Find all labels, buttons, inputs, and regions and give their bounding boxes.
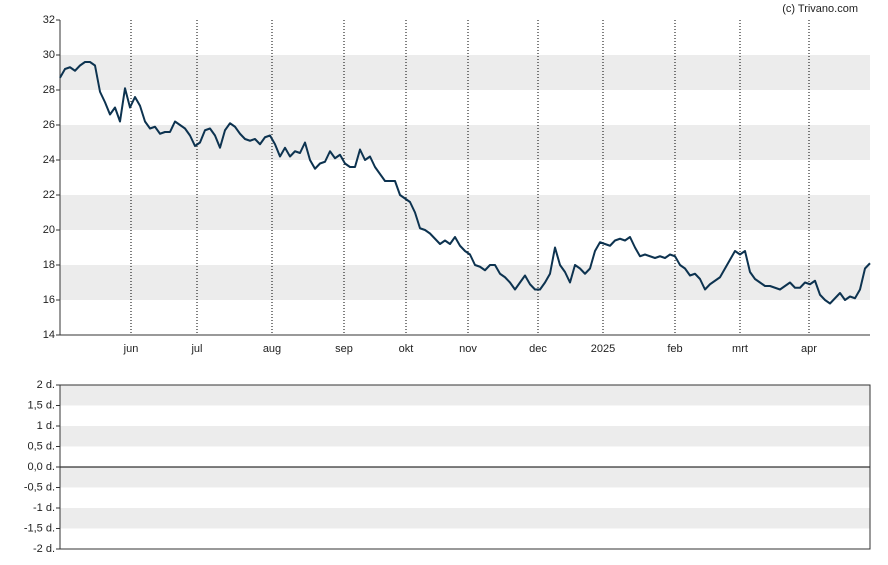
x-tick-label: nov [459,343,477,355]
y-tick-label: 22 [43,189,55,201]
band [60,125,870,160]
y-tick-label: -1,5 d. [24,522,55,534]
x-tick-label: jul [190,343,202,355]
y-tick-label: 30 [43,49,55,61]
y-tick-label: 24 [43,154,55,166]
band [60,385,870,406]
x-tick-label: sep [335,343,353,355]
band [60,426,870,447]
plot-frame [59,384,871,550]
band [60,508,870,529]
y-tick-label: 14 [43,329,55,341]
x-tick-label: jun [123,343,139,355]
y-tick-label: 0,5 d. [27,440,55,452]
band [60,55,870,90]
x-tick-label: okt [399,343,414,355]
credit: (c) Trivano.com [782,3,858,15]
y-tick-label: -2 d. [33,543,55,555]
y-tick-label: -0,5 d. [24,481,55,493]
x-tick-label: aug [263,343,281,355]
y-tick-label: 28 [43,84,55,96]
y-tick-label: -1 d. [33,502,55,514]
y-tick-label: 2 d. [37,379,55,391]
y-tick-label: 16 [43,294,55,306]
price-line [59,61,871,305]
band [60,467,870,488]
x-tick-label: feb [667,343,682,355]
y-tick-label: 32 [43,14,55,26]
y-tick-label: 18 [43,259,55,271]
x-tick-label: apr [801,343,817,355]
band [60,195,870,230]
y-tick-label: 1 d. [37,420,55,432]
band [60,265,870,300]
x-tick-label: mrt [732,343,748,355]
y-tick-label: 1,5 d. [27,399,55,411]
x-tick-label: dec [529,343,547,355]
y-tick-label: 0,0 d. [27,461,55,473]
x-tick-label: 2025 [591,343,615,355]
y-tick-label: 20 [43,224,55,236]
y-tick-label: 26 [43,119,55,131]
